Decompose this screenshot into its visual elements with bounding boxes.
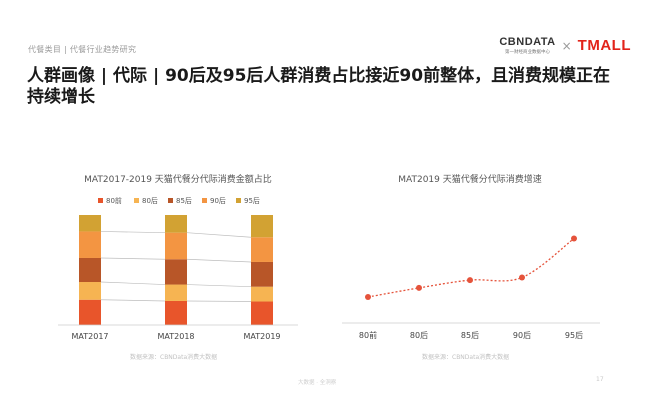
logo-separator: × <box>561 38 572 53</box>
bar-segment <box>165 232 187 260</box>
bar-segment <box>165 259 187 285</box>
bar-segment <box>165 215 187 233</box>
legend-item: 85后 <box>168 196 192 205</box>
legend-label: 95后 <box>244 196 260 205</box>
bar-segment <box>165 300 187 325</box>
bar-connector-lines <box>100 231 252 302</box>
bar-segment <box>79 282 101 300</box>
line-series <box>365 235 577 300</box>
bar-x-label: MAT2018 <box>158 332 195 341</box>
bar-segment <box>79 215 101 232</box>
bar-chart-legend: 80前 80后 85后 90后 95后 <box>98 196 260 205</box>
bar-chart-x-labels: MAT2017 MAT2018 MAT2019 <box>72 332 281 341</box>
page-title: 人群画像 | 代际 | 90后及95后人群消费占比接近90前整体，且消费规模正在… <box>27 66 611 107</box>
bar-chart-source: 数据来源：CBNData消费大数据 <box>130 353 217 361</box>
bar-chart-title: MAT2017-2019 天猫代餐分代际消费金额占比 <box>84 173 272 185</box>
line-x-label: 85后 <box>461 330 479 340</box>
brand-logos: CBNDATA 第一财经商业数据中心 × TMALL <box>499 36 631 55</box>
line-point <box>365 294 371 300</box>
line-chart: MAT2019 天猫代餐分代际消费增速 80前 80后 85后 90后 95后 数据来源… <box>342 173 600 361</box>
line-chart-x-labels: 80前 80后 85后 90后 95后 <box>359 330 583 340</box>
line-point <box>416 284 422 291</box>
line-x-label: 95后 <box>565 330 583 340</box>
line-point <box>571 235 577 242</box>
legend-item: 95后 <box>236 196 260 205</box>
line-point <box>519 274 525 281</box>
line-x-label: 80后 <box>410 330 428 340</box>
legend-item: 80前 <box>98 196 122 205</box>
line-series-path <box>367 237 575 298</box>
tmall-logo: TMALL <box>577 37 631 54</box>
legend-swatch <box>168 198 173 203</box>
legend-swatch <box>134 198 139 203</box>
bar-segment <box>79 299 101 325</box>
bar-stacks <box>79 215 273 325</box>
line-chart-title: MAT2019 天猫代餐分代际消费增速 <box>398 173 542 185</box>
line-x-label: 90后 <box>513 330 531 340</box>
bar-segment <box>79 257 101 283</box>
cbndata-logo-subtitle: 第一财经商业数据中心 <box>504 50 550 55</box>
bar-segment <box>251 301 273 325</box>
legend-item: 90后 <box>202 196 226 205</box>
legend-item: 80后 <box>134 196 158 205</box>
bar-segment <box>79 231 101 258</box>
bar-segment <box>165 284 187 301</box>
bar-connector-line <box>186 284 252 288</box>
bar-connector-line <box>100 231 166 234</box>
cbndata-logo-text: CBNDATA <box>499 36 556 48</box>
bar-connector-line <box>100 281 166 285</box>
bar-segment <box>251 286 273 302</box>
legend-label: 80后 <box>142 196 158 205</box>
page-number: 17 <box>596 376 604 383</box>
legend-label: 80前 <box>106 196 122 205</box>
footer-slogan: 大数据 · 全洞察 <box>298 380 337 386</box>
legend-swatch <box>202 198 207 203</box>
line-chart-source: 数据来源：CBNData消费大数据 <box>422 353 509 361</box>
bar-x-label: MAT2017 <box>72 332 109 341</box>
legend-swatch <box>98 198 103 203</box>
stacked-bar-chart: MAT2017-2019 天猫代餐分代际消费金额占比 80前 80后 85后 90后 9… <box>58 173 298 361</box>
bar-connector-line <box>186 258 252 263</box>
legend-label: 90后 <box>210 196 226 205</box>
legend-swatch <box>236 198 241 203</box>
cbndata-logo: CBNDATA 第一财经商业数据中心 <box>499 36 555 55</box>
bar-segment <box>251 215 273 238</box>
line-x-label: 80前 <box>359 330 377 340</box>
bar-connector-line <box>186 300 252 302</box>
line-point <box>467 277 473 284</box>
bar-segment <box>251 237 273 262</box>
breadcrumb: 代餐类目 | 代餐行业趋势研究 <box>28 45 137 54</box>
legend-label: 85后 <box>176 196 192 205</box>
bar-connector-line <box>186 232 252 238</box>
bar-segment <box>251 261 273 287</box>
bar-connector-line <box>100 299 166 302</box>
bar-connector-line <box>100 257 166 260</box>
bar-x-label: MAT2019 <box>244 332 281 341</box>
